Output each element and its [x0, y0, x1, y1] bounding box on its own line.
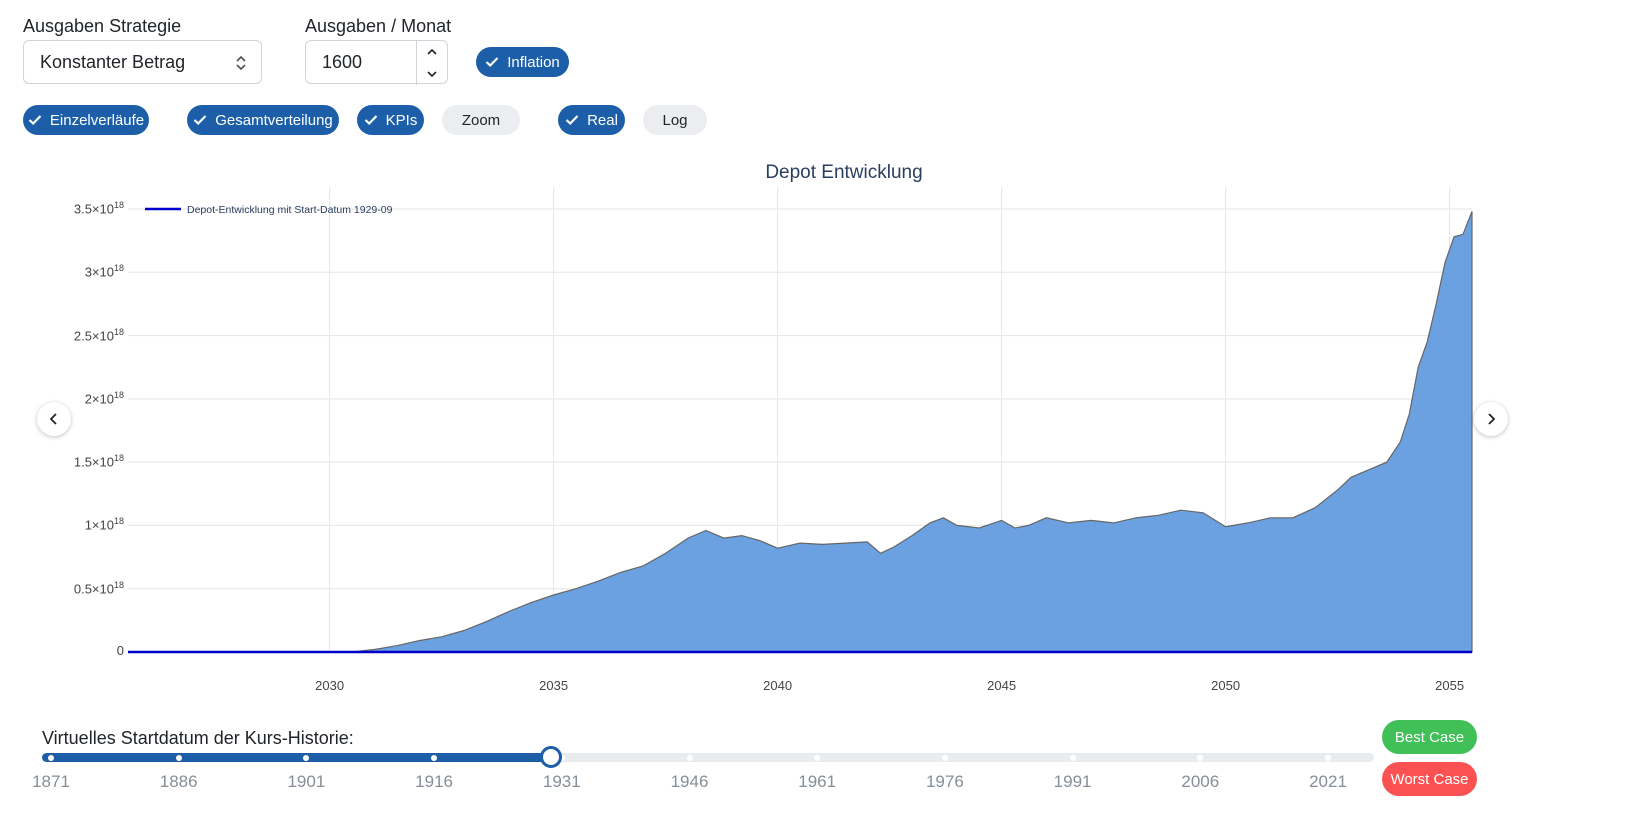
slider-label: Virtuelles Startdatum der Kurs-Historie: [42, 728, 354, 748]
slider-dot [175, 754, 182, 761]
slider-dot [1197, 754, 1204, 761]
check-icon [565, 115, 579, 126]
worst-case-button[interactable]: Worst Case [1382, 762, 1477, 796]
chevron-down-icon[interactable] [417, 63, 447, 85]
check-icon [28, 115, 42, 126]
strategy-select[interactable]: Konstanter Betrag [23, 40, 262, 84]
y-tick-label: 1.5×1018 [73, 453, 124, 470]
toggle-label: Log [662, 111, 688, 129]
slider-dot [1325, 754, 1331, 761]
check-icon [364, 115, 377, 126]
slider-mark-label: 1886 [159, 772, 198, 791]
slider-dot [1069, 754, 1076, 761]
x-tick-label: 2035 [539, 678, 569, 693]
y-tick-label: 2×1018 [84, 389, 124, 407]
toggle-einzelverlaeufe[interactable]: Einzelverläufe [23, 105, 149, 135]
slider-mark-label: 2021 [1309, 772, 1347, 791]
chevron-left-icon [49, 413, 57, 425]
slider-dot [814, 754, 821, 761]
slider-dot [48, 754, 54, 761]
y-tick-label: 2.5×1018 [73, 326, 124, 343]
toggle-label: Real [587, 111, 618, 129]
toggle-label: Einzelverläufe [49, 111, 145, 129]
y-tick-label: 3×1018 [84, 263, 124, 280]
x-tick-label: 2030 [315, 678, 345, 693]
monthly-input-value: 1600 [322, 51, 363, 72]
monthly-label: Ausgaben / Monat [305, 16, 452, 36]
slider-handle[interactable] [540, 746, 563, 768]
inflation-toggle[interactable]: Inflation [476, 47, 569, 77]
slider-dot [686, 754, 693, 761]
monthly-input[interactable]: 1600 [305, 40, 448, 85]
slider-track[interactable] [42, 753, 1374, 762]
inflation-toggle-label: Inflation [507, 53, 560, 71]
check-icon [485, 57, 499, 68]
toggle-kpis[interactable]: KPIs [357, 105, 424, 135]
slider-mark-label: 1976 [925, 772, 964, 791]
distribution-area [128, 211, 1473, 653]
slider-mark-label: 1871 [32, 772, 70, 791]
x-tick-label: 2045 [987, 678, 1017, 693]
x-tick-label: 2055 [1435, 678, 1465, 693]
strategy-label: Ausgaben Strategie [23, 16, 182, 36]
slider-dot [303, 754, 310, 761]
slider-dot [431, 754, 438, 761]
prev-button[interactable] [37, 402, 71, 436]
slider-mark-label: 1946 [670, 772, 709, 791]
toggle-real[interactable]: Real [558, 105, 625, 135]
slider-mark-label: 1991 [1053, 772, 1092, 791]
strategy-select-value: Konstanter Betrag [40, 51, 186, 72]
toggle-label: KPIs [385, 111, 418, 129]
slider-fill [42, 753, 552, 762]
y-tick-label: 1×1018 [84, 516, 124, 533]
monthly-stepper[interactable] [416, 41, 447, 85]
slider-mark-label: 1931 [542, 772, 581, 791]
slider-mark-label: 1916 [415, 772, 454, 791]
toggle-label: Gesamtverteilung [215, 111, 333, 129]
select-caret-icon [236, 55, 246, 71]
toggle-label: Zoom [461, 111, 501, 129]
check-icon [193, 115, 207, 126]
legend-entry: Depot-Entwicklung mit Start-Datum 1929-0… [187, 204, 393, 216]
y-tick-label: 0 [116, 643, 124, 658]
y-tick-label: 3.5×1018 [73, 200, 124, 217]
y-tick-label: 0.5×1018 [73, 579, 124, 597]
best-case-button[interactable]: Best Case [1382, 720, 1477, 754]
chevron-right-icon [1488, 413, 1496, 425]
toggle-zoom[interactable]: Zoom [442, 105, 520, 135]
slider-mark-label: 1961 [798, 772, 837, 791]
chevron-up-icon[interactable] [417, 41, 447, 63]
toggle-gesamtverteilung[interactable]: Gesamtverteilung [187, 105, 339, 135]
chart-title: Depot Entwicklung [765, 162, 923, 183]
x-tick-label: 2040 [763, 678, 793, 693]
toggle-log[interactable]: Log [643, 105, 707, 135]
x-tick-label: 2050 [1211, 678, 1241, 693]
slider-mark-label: 2006 [1181, 772, 1220, 791]
slider-dot [941, 754, 948, 761]
slider-mark-label: 1901 [287, 772, 326, 791]
next-button[interactable] [1474, 402, 1508, 436]
